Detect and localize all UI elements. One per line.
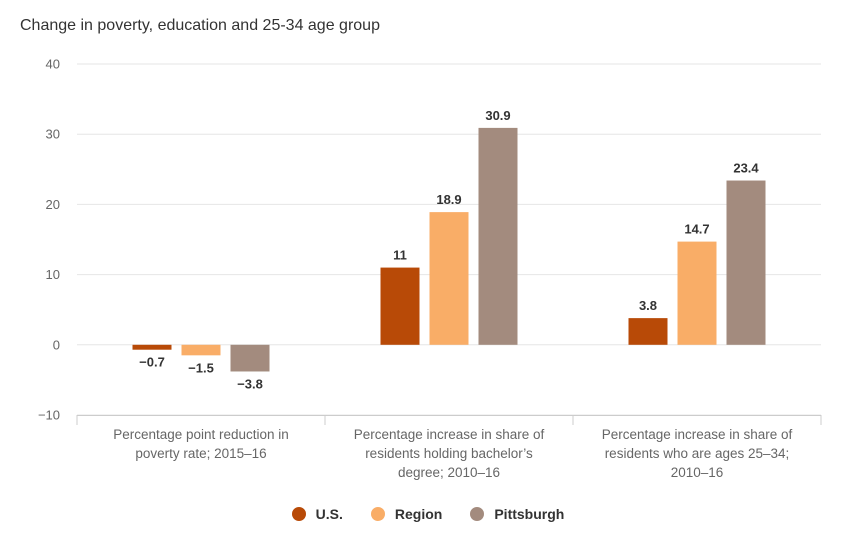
bar — [726, 180, 766, 345]
legend-label: Region — [394, 506, 443, 522]
data-label: 30.9 — [485, 108, 510, 123]
y-tick-label: −10 — [38, 408, 60, 423]
data-label: 11 — [393, 248, 407, 263]
bar — [132, 344, 172, 350]
data-label: −0.7 — [139, 355, 165, 370]
bar — [677, 241, 717, 345]
bar — [478, 127, 518, 345]
chart-title: Change in poverty, education and 25-34 a… — [20, 17, 380, 34]
y-axis-ticks: 40 30 20 10 0 −10 — [38, 57, 60, 423]
legend-item[interactable]: Region — [370, 506, 443, 522]
y-tick-label: 40 — [46, 57, 60, 72]
category-labels: Percentage point reduction in poverty rat… — [113, 427, 792, 480]
legend-dot-icon — [291, 507, 306, 521]
legend-label: U.S. — [315, 506, 343, 522]
legend-dot-icon — [370, 507, 385, 521]
data-label: 3.8 — [639, 298, 657, 313]
x-tick-label: Percentage increase in share of residents… — [602, 427, 793, 480]
data-label: −1.5 — [188, 360, 214, 375]
data-label: 14.7 — [684, 222, 709, 237]
data-label: 23.4 — [733, 161, 759, 176]
legend-label: Pittsburgh — [494, 506, 565, 522]
bars — [132, 127, 766, 372]
legend-item[interactable]: Pittsburgh — [470, 506, 564, 522]
bar-chart: 40 30 20 10 0 −10 −0.7 −1.5 −3.8 11 18.9 30.9 3.8 14… — [38, 57, 822, 480]
x-axis — [76, 415, 822, 425]
legend: U.S. Region Pittsburgh — [0, 501, 856, 527]
y-tick-label: 30 — [46, 127, 60, 142]
x-tick-label: Percentage increase in share of residents… — [354, 427, 545, 480]
data-labels: −0.7 −1.5 −3.8 11 18.9 30.9 3.8 14.7 23.4 — [139, 108, 759, 392]
bar — [429, 212, 469, 345]
y-tick-label: 0 — [53, 337, 60, 352]
bar — [628, 318, 668, 345]
y-tick-label: 20 — [46, 197, 60, 212]
bar — [230, 344, 270, 372]
data-label: −3.8 — [237, 376, 263, 391]
bar — [380, 267, 420, 345]
x-tick-label: Percentage point reduction in poverty rat… — [113, 427, 289, 461]
legend-item[interactable]: U.S. — [291, 506, 343, 522]
bar — [181, 344, 221, 356]
data-label: 18.9 — [436, 192, 461, 207]
y-tick-label: 10 — [46, 267, 60, 282]
legend-dot-icon — [470, 507, 485, 521]
